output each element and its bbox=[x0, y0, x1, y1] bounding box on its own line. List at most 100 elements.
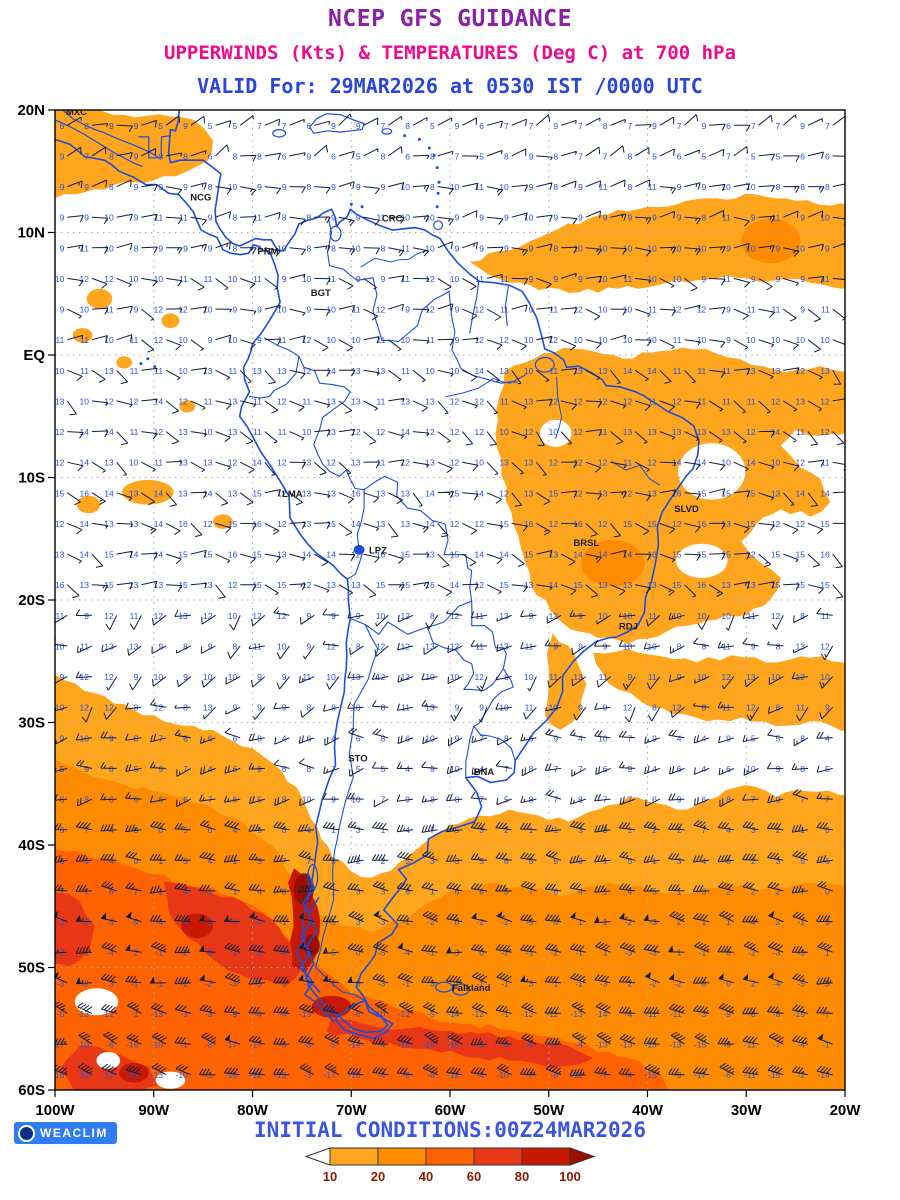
svg-text:15: 15 bbox=[277, 580, 287, 590]
svg-text:9: 9 bbox=[701, 121, 706, 131]
svg-text:8: 8 bbox=[183, 151, 188, 161]
svg-text:8: 8 bbox=[529, 795, 534, 805]
svg-text:5: 5 bbox=[208, 121, 213, 131]
svg-text:11: 11 bbox=[130, 335, 139, 345]
svg-text:11: 11 bbox=[821, 305, 830, 315]
svg-text:-8: -8 bbox=[402, 1070, 410, 1080]
svg-text:9: 9 bbox=[356, 213, 361, 223]
svg-text:16: 16 bbox=[55, 580, 65, 590]
svg-text:10: 10 bbox=[80, 396, 90, 406]
svg-text:9: 9 bbox=[158, 641, 163, 651]
svg-text:14: 14 bbox=[475, 488, 485, 498]
svg-text:7: 7 bbox=[627, 795, 632, 805]
svg-text:9: 9 bbox=[504, 243, 509, 253]
svg-text:6: 6 bbox=[726, 121, 731, 131]
svg-text:20S: 20S bbox=[18, 592, 45, 609]
svg-text:10: 10 bbox=[203, 305, 213, 315]
svg-text:10: 10 bbox=[228, 182, 238, 192]
svg-text:BNA: BNA bbox=[474, 767, 495, 778]
svg-text:-13: -13 bbox=[571, 1009, 584, 1019]
svg-text:10: 10 bbox=[524, 335, 534, 345]
svg-text:9: 9 bbox=[84, 182, 89, 192]
svg-text:-3: -3 bbox=[230, 978, 238, 988]
svg-text:9: 9 bbox=[800, 121, 805, 131]
svg-text:12: 12 bbox=[746, 703, 756, 713]
map-title: NCEP GFS GUIDANCE bbox=[328, 6, 572, 32]
svg-text:12: 12 bbox=[104, 703, 114, 713]
svg-text:13: 13 bbox=[228, 396, 238, 406]
svg-text:6: 6 bbox=[800, 151, 805, 161]
svg-text:12: 12 bbox=[746, 427, 756, 437]
svg-text:9: 9 bbox=[306, 611, 311, 621]
svg-text:11: 11 bbox=[253, 213, 262, 223]
svg-text:15: 15 bbox=[796, 580, 806, 590]
svg-text:10: 10 bbox=[820, 672, 830, 682]
svg-text:13: 13 bbox=[499, 611, 509, 621]
svg-text:9: 9 bbox=[60, 305, 65, 315]
svg-text:13: 13 bbox=[721, 519, 731, 529]
svg-text:8: 8 bbox=[306, 243, 311, 253]
svg-text:-13: -13 bbox=[151, 1070, 164, 1080]
svg-text:15: 15 bbox=[499, 580, 509, 590]
svg-text:12: 12 bbox=[771, 396, 781, 406]
svg-text:7: 7 bbox=[751, 121, 756, 131]
svg-text:60W: 60W bbox=[435, 1102, 467, 1119]
svg-text:13: 13 bbox=[623, 427, 633, 437]
svg-text:9: 9 bbox=[603, 213, 608, 223]
svg-text:-4: -4 bbox=[254, 1009, 262, 1019]
svg-text:60S: 60S bbox=[18, 1082, 45, 1099]
svg-text:13: 13 bbox=[129, 488, 139, 498]
svg-text:11: 11 bbox=[549, 672, 558, 682]
svg-text:2: 2 bbox=[677, 917, 682, 927]
svg-text:10: 10 bbox=[277, 243, 287, 253]
svg-text:10: 10 bbox=[499, 427, 509, 437]
svg-text:-15: -15 bbox=[768, 1070, 781, 1080]
svg-text:1: 1 bbox=[677, 886, 682, 896]
svg-text:-5: -5 bbox=[180, 917, 188, 927]
svg-text:3: 3 bbox=[257, 948, 262, 958]
svg-text:1: 1 bbox=[578, 917, 583, 927]
svg-text:9: 9 bbox=[455, 335, 460, 345]
svg-text:11: 11 bbox=[697, 396, 706, 406]
svg-text:2: 2 bbox=[504, 825, 509, 835]
svg-text:-5: -5 bbox=[797, 978, 805, 988]
svg-text:8: 8 bbox=[158, 151, 163, 161]
svg-text:10N: 10N bbox=[17, 225, 45, 242]
svg-text:7: 7 bbox=[701, 825, 706, 835]
svg-text:11: 11 bbox=[278, 427, 287, 437]
svg-text:13: 13 bbox=[820, 366, 830, 376]
svg-text:-12: -12 bbox=[447, 1070, 460, 1080]
svg-text:3: 3 bbox=[578, 825, 583, 835]
svg-text:10: 10 bbox=[326, 335, 336, 345]
svg-text:6: 6 bbox=[232, 764, 237, 774]
svg-text:-13: -13 bbox=[645, 1040, 658, 1050]
svg-text:13: 13 bbox=[302, 519, 312, 529]
svg-text:10: 10 bbox=[351, 243, 361, 253]
svg-text:10: 10 bbox=[203, 427, 213, 437]
svg-text:15: 15 bbox=[326, 519, 336, 529]
svg-text:STO: STO bbox=[348, 754, 367, 765]
svg-text:11: 11 bbox=[426, 335, 435, 345]
svg-text:10: 10 bbox=[228, 611, 238, 621]
svg-text:9: 9 bbox=[776, 274, 781, 284]
svg-text:-3: -3 bbox=[378, 917, 386, 927]
legend-segment bbox=[521, 1147, 571, 1166]
svg-text:-17: -17 bbox=[250, 1040, 263, 1050]
svg-text:-4: -4 bbox=[378, 1070, 386, 1080]
svg-text:15: 15 bbox=[499, 519, 509, 529]
svg-text:11: 11 bbox=[648, 396, 657, 406]
svg-text:-13: -13 bbox=[299, 1009, 312, 1019]
latlon-grid bbox=[55, 110, 845, 1090]
svg-text:-6: -6 bbox=[723, 1070, 731, 1080]
svg-text:1: 1 bbox=[825, 948, 830, 958]
svg-text:5: 5 bbox=[60, 764, 65, 774]
svg-text:9: 9 bbox=[553, 213, 558, 223]
svg-text:-4: -4 bbox=[575, 1040, 583, 1050]
svg-text:10: 10 bbox=[573, 335, 583, 345]
svg-text:10: 10 bbox=[425, 733, 435, 743]
svg-text:10: 10 bbox=[228, 672, 238, 682]
svg-text:10: 10 bbox=[55, 274, 65, 284]
svg-text:12: 12 bbox=[228, 458, 238, 468]
svg-text:5: 5 bbox=[257, 795, 262, 805]
svg-text:8: 8 bbox=[701, 703, 706, 713]
